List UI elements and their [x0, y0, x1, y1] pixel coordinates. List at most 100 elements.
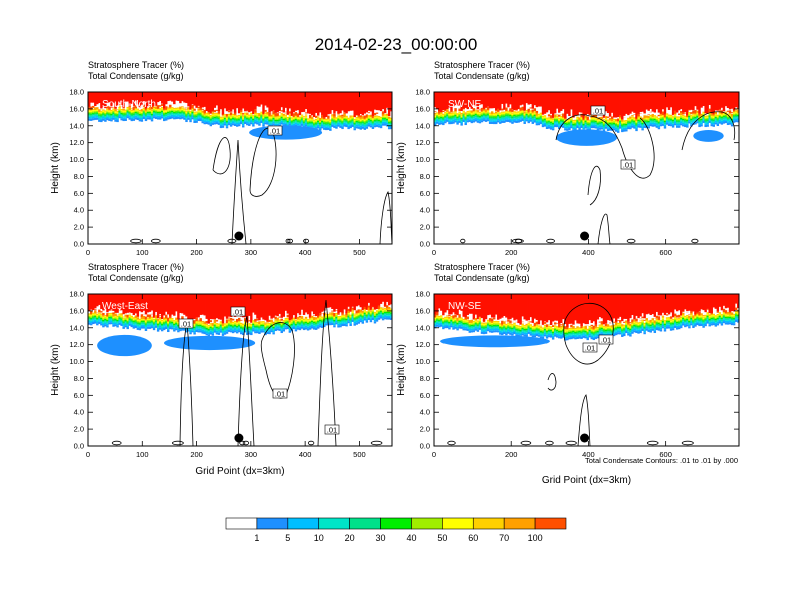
tracer-cell: [262, 115, 265, 117]
tracer-cell: [357, 126, 360, 129]
tracer-cell: [156, 329, 160, 332]
tracer-cell: [696, 119, 699, 122]
tracer-cell: [612, 121, 616, 123]
panel-nw-se: Stratosphere Tracer (%)Total Condensate …: [396, 262, 740, 486]
tracer-cell: [280, 110, 283, 112]
tracer-cell: [627, 119, 630, 121]
tracer-cell: [229, 124, 233, 127]
tracer-cell: [553, 114, 557, 118]
tracer-cell: [280, 116, 283, 119]
tracer-cell: [450, 319, 453, 321]
tracer-cell: [304, 116, 308, 118]
tracer-cell: [209, 323, 213, 325]
tracer-cell: [456, 324, 459, 326]
tracer-cell: [450, 294, 453, 315]
tracer-cell: [201, 113, 204, 115]
tracer-cell: [304, 323, 308, 325]
tracer-cell: [351, 119, 354, 121]
tracer-cell: [120, 92, 123, 106]
tracer-cell: [377, 314, 381, 317]
tracer-cell: [698, 122, 701, 124]
tracer-cell: [167, 328, 170, 330]
tracer-cell: [373, 321, 377, 324]
tracer-cell: [213, 330, 217, 333]
tracer-cell: [185, 118, 188, 120]
tracer-cell: [641, 117, 644, 120]
tracer-cell: [252, 121, 255, 123]
tracer-cell: [169, 92, 172, 101]
tracer-cell: [215, 324, 219, 326]
tracer-cell: [201, 108, 204, 110]
tracer-cell: [675, 123, 679, 126]
tracer-cell: [223, 92, 227, 109]
tracer-cell: [353, 122, 356, 124]
tracer-cell: [229, 324, 233, 326]
tracer-cell: [381, 111, 385, 115]
tracer-cell: [262, 114, 265, 116]
tracer-cell: [337, 313, 340, 315]
tracer-cell: [655, 124, 659, 126]
tracer-cell: [529, 112, 532, 115]
tracer-cell: [629, 125, 632, 128]
tracer-cell: [183, 112, 186, 114]
tracer-cell: [152, 114, 156, 117]
tracer-cell: [250, 332, 253, 336]
tracer-cell: [446, 294, 449, 311]
tracer-cell: [716, 117, 720, 119]
tracer-cell: [264, 122, 267, 125]
tracer-cell: [248, 117, 251, 119]
tracer-cell: [177, 327, 180, 329]
tracer-cell: [258, 321, 261, 325]
tracer-cell: [317, 318, 320, 320]
tracer-cell: [274, 117, 277, 119]
tracer-cell: [665, 120, 669, 123]
tracer-cell: [694, 92, 697, 107]
tracer-cell: [574, 122, 577, 124]
tracer-cell: [619, 118, 622, 120]
tracer-cell: [617, 122, 620, 125]
tracer-cell: [663, 124, 667, 127]
tracer-cell: [134, 320, 138, 322]
tracer-cell: [156, 321, 160, 323]
tracer-cell: [138, 318, 142, 321]
tracer-cell: [260, 114, 263, 116]
tracer-cell: [688, 119, 691, 122]
tracer-cell: [353, 316, 356, 319]
tracer-cell: [118, 113, 121, 115]
tracer-cell: [126, 294, 129, 313]
tracer-cell: [377, 312, 381, 314]
tracer-cell: [637, 123, 640, 126]
tracer-cell: [144, 324, 148, 326]
tracer-cell: [460, 294, 463, 311]
tracer-cell: [179, 329, 182, 332]
tracer-cell: [578, 128, 581, 131]
tracer-cell: [373, 120, 377, 123]
tracer-cell: [333, 323, 336, 326]
tracer-cell: [649, 114, 652, 117]
tracer-cell: [237, 320, 241, 323]
tracer-cell: [130, 109, 133, 111]
tracer-cell: [355, 118, 358, 120]
tracer-cell: [274, 119, 277, 122]
tracer-cell: [197, 294, 200, 318]
tracer-cell: [152, 323, 156, 326]
tracer-cell: [448, 114, 451, 116]
tracer-cell: [319, 323, 322, 326]
tracer-cell: [294, 121, 298, 123]
tracer-cell: [448, 317, 451, 320]
tracer-cell: [134, 105, 138, 109]
tracer-cell: [325, 320, 328, 322]
tracer-cell: [193, 332, 196, 335]
tracer-cell: [533, 92, 537, 106]
tracer-cell: [444, 321, 447, 324]
tracer-cell: [470, 327, 474, 329]
tracer-cell: [110, 312, 113, 315]
tracer-cell: [492, 115, 496, 117]
tracer-cell: [138, 326, 142, 329]
tracer-cell: [136, 323, 140, 325]
tracer-cell: [217, 329, 221, 332]
tracer-cell: [446, 118, 449, 120]
tracer-cell: [452, 323, 455, 325]
tracer-cell: [680, 92, 683, 110]
tracer-cell: [511, 112, 514, 114]
